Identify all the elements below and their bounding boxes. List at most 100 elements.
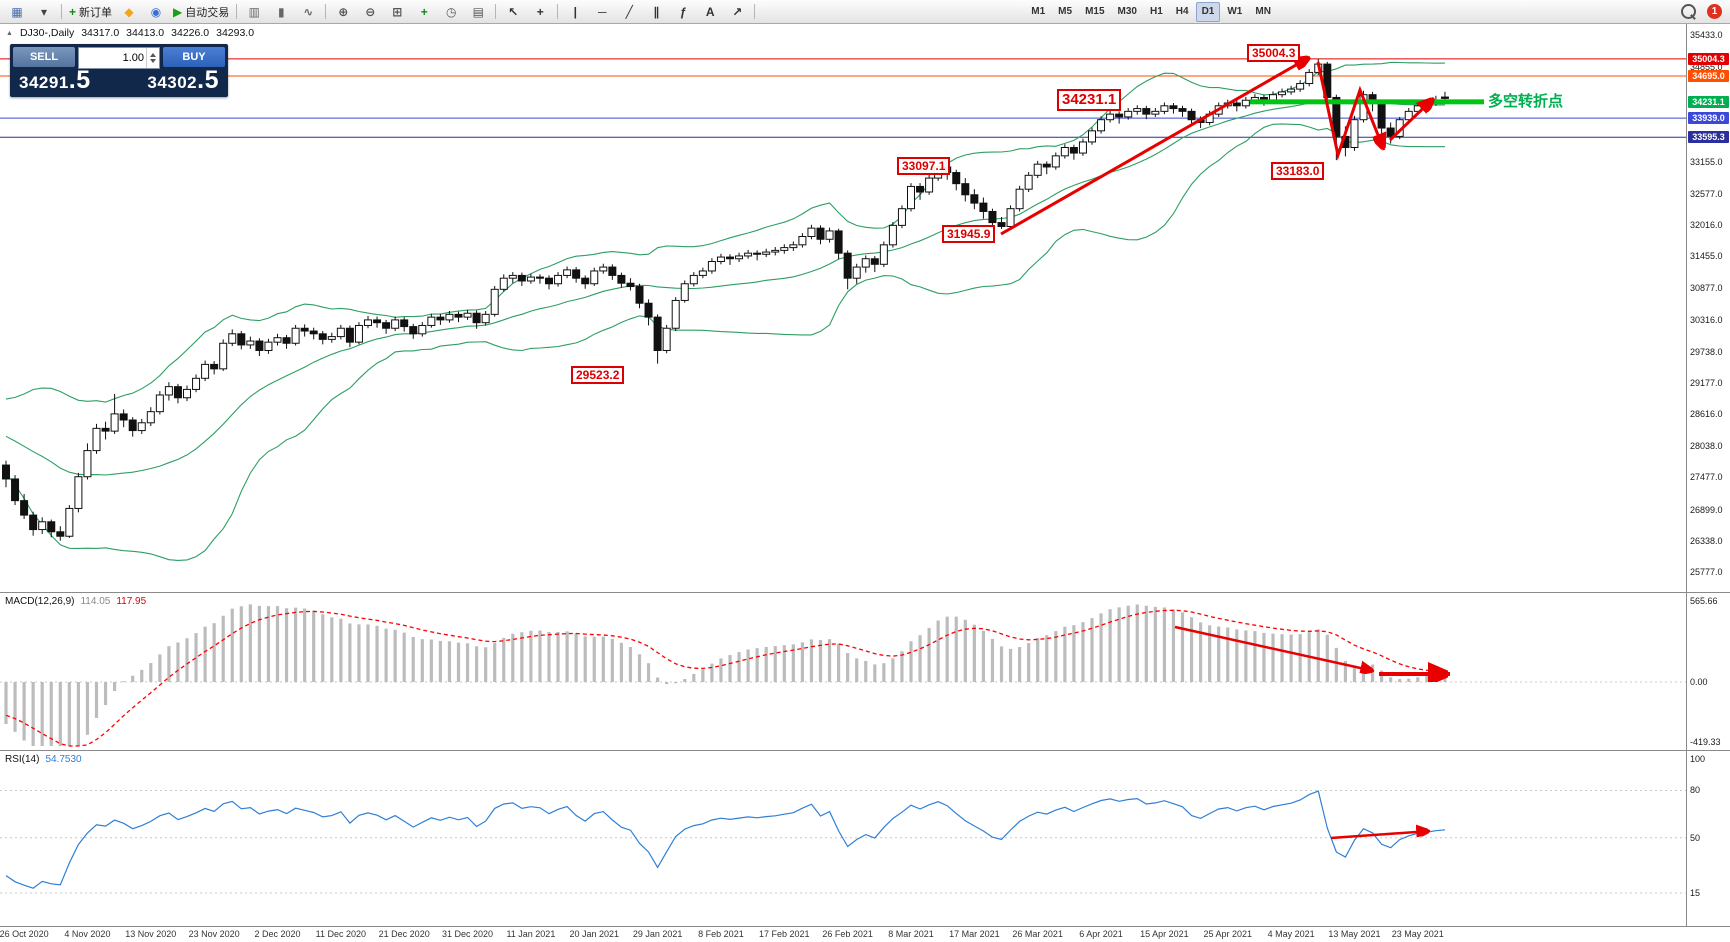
time-axis-label: 11 Dec 2020 xyxy=(315,929,367,939)
price-badge: 35004.3 xyxy=(1688,52,1729,65)
dropdown-caret-button[interactable]: ▾ xyxy=(31,1,57,23)
volume-box xyxy=(78,47,160,69)
time-axis-label: 26 Feb 2021 xyxy=(822,929,873,939)
search-icon[interactable] xyxy=(1681,4,1696,19)
price-annotation: 34231.1 xyxy=(1057,89,1122,111)
macd-pane[interactable] xyxy=(0,592,1686,750)
quote-open: 34317.0 xyxy=(81,27,120,39)
toolbar-separator xyxy=(557,4,559,19)
time-axis-label: 26 Mar 2021 xyxy=(1012,929,1063,939)
price-badge: 34695.0 xyxy=(1688,70,1729,83)
new-order-button: + xyxy=(69,4,77,19)
volume-input[interactable] xyxy=(79,52,146,64)
zoom-in-button[interactable]: ⊕ xyxy=(330,1,356,23)
price-tick: 25777.0 xyxy=(1690,567,1723,577)
time-axis-label: 31 Dec 2020 xyxy=(442,929,494,939)
main-toolbar: ▦ ▾ + 新订单 ◆ ◉ ▶ 自动交易 ▥ ▮ ∿ ⊕ ⊖ ⊞ + ◷ ▤ ↖ + | ─ ╱ ∥ ƒ A ↗ M1 M5 M15 M3… xyxy=(0,0,1730,24)
candlestick-chart-button[interactable]: ▮ xyxy=(268,1,294,23)
collapse-arrow-icon[interactable]: ▲ xyxy=(6,29,13,37)
timeframe-M1-button[interactable]: M1 xyxy=(1031,6,1046,17)
toolbar-separator xyxy=(754,4,756,19)
profile-button[interactable]: ◉ xyxy=(143,1,169,23)
rsi-scale-label: 100 xyxy=(1690,754,1706,764)
time-axis-label: 4 May 2021 xyxy=(1267,929,1315,939)
channel-button[interactable]: ∥ xyxy=(643,1,669,23)
cursor-button[interactable]: ↖ xyxy=(500,1,526,23)
price-tick: 34855.0 xyxy=(1690,62,1723,73)
timeframe-W1-button[interactable]: W1 xyxy=(1227,6,1243,17)
macd-scale-label: 565.66 xyxy=(1690,596,1718,606)
timeframe-D1-button[interactable]: D1 xyxy=(1195,1,1221,22)
quote-high: 34413.0 xyxy=(126,27,165,39)
vertical-line-button[interactable]: | xyxy=(562,1,588,23)
new-order-button-button[interactable]: + 新订单 xyxy=(66,1,115,23)
stepper-down-icon[interactable] xyxy=(150,59,156,63)
price-tick: 29177.0 xyxy=(1690,377,1723,388)
indicators-icon: + xyxy=(420,4,428,19)
time-axis-label: 23 May 2021 xyxy=(1391,929,1444,939)
text-button[interactable]: A xyxy=(697,1,723,23)
symbol-period-label: DJ30-,Daily xyxy=(19,27,75,39)
cursor-icon: ↖ xyxy=(508,4,519,19)
timeframe-M5-button[interactable]: M5 xyxy=(1058,6,1073,17)
toolbar-button-label: 自动交易 xyxy=(185,6,230,19)
line-chart-button[interactable]: ∿ xyxy=(295,1,321,23)
price-tick: 26899.0 xyxy=(1690,504,1723,515)
price-tick: 33155.0 xyxy=(1690,156,1723,167)
timeframe-H4-button[interactable]: H4 xyxy=(1175,6,1189,17)
zoom-out-button[interactable]: ⊖ xyxy=(357,1,383,23)
template-button[interactable]: ▤ xyxy=(465,1,491,23)
channel-icon: ∥ xyxy=(653,4,660,19)
notification-badge[interactable]: 1 xyxy=(1707,4,1722,19)
tile-windows-button[interactable]: ⊞ xyxy=(384,1,410,23)
toolbar-separator xyxy=(236,4,238,19)
indicators-button[interactable]: + xyxy=(411,1,437,23)
fibonacci-button[interactable]: ƒ xyxy=(670,1,696,23)
time-axis-label: 13 May 2021 xyxy=(1328,929,1381,939)
period-icon: ◷ xyxy=(446,4,457,19)
time-axis-label: 8 Feb 2021 xyxy=(698,929,744,939)
fibonacci-icon: ƒ xyxy=(679,4,687,19)
sell-button[interactable]: SELL xyxy=(13,47,75,67)
trendline-button[interactable]: ╱ xyxy=(616,1,642,23)
price-tick: 32016.0 xyxy=(1690,220,1723,231)
chart-window-icon: ▦ xyxy=(11,4,23,19)
volume-stepper[interactable] xyxy=(146,48,159,68)
toolbar-separator xyxy=(495,4,497,19)
metaquotes-icon: ◆ xyxy=(124,4,134,19)
main-chart-pane[interactable] xyxy=(0,24,1686,592)
metaquotes-button[interactable]: ◆ xyxy=(116,1,142,23)
zoom-in-icon: ⊕ xyxy=(338,4,349,19)
time-axis-label: 23 Nov 2020 xyxy=(188,929,240,939)
price-tick: 28038.0 xyxy=(1690,441,1723,452)
arrows-button[interactable]: ↗ xyxy=(724,1,750,23)
buy-button[interactable]: BUY xyxy=(163,47,225,67)
rsi-pane[interactable] xyxy=(0,750,1686,926)
timeframe-H1-button[interactable]: H1 xyxy=(1149,6,1163,17)
macd-scale-label: 0.00 xyxy=(1690,677,1708,687)
time-axis-label: 11 Jan 2021 xyxy=(506,929,556,939)
price-badge: 34231.1 xyxy=(1688,95,1729,108)
price-tick: 32577.0 xyxy=(1690,188,1723,199)
autotrading-button-button[interactable]: ▶ 自动交易 xyxy=(170,1,232,23)
timeframe-M15-button[interactable]: M15 xyxy=(1085,6,1105,17)
price-annotation: 33183.0 xyxy=(1271,162,1325,181)
zoom-out-icon: ⊖ xyxy=(365,4,376,19)
time-axis-label: 26 Oct 2020 xyxy=(0,929,49,939)
timeframe-MN-button[interactable]: MN xyxy=(1255,6,1271,17)
price-annotation: 31945.9 xyxy=(942,225,996,244)
rsi-indicator-label: RSI(14) 54.7530 xyxy=(5,754,82,765)
period-button[interactable]: ◷ xyxy=(438,1,464,23)
horizontal-line-button[interactable]: ─ xyxy=(589,1,615,23)
stepper-up-icon[interactable] xyxy=(150,53,156,57)
bar-chart-button[interactable]: ▥ xyxy=(241,1,267,23)
macd-indicator-label: MACD(12,26,9) 114.05 117.95 xyxy=(5,596,147,607)
chart-window-button[interactable]: ▦ xyxy=(4,1,30,23)
timeframe-M30-button[interactable]: M30 xyxy=(1117,6,1137,17)
price-annotation: 29523.2 xyxy=(571,366,625,385)
time-axis-label: 4 Nov 2020 xyxy=(64,929,111,939)
rsi-scale-label: 80 xyxy=(1690,785,1701,795)
crosshair-button[interactable]: + xyxy=(527,1,553,23)
profile-icon: ◉ xyxy=(150,4,162,19)
